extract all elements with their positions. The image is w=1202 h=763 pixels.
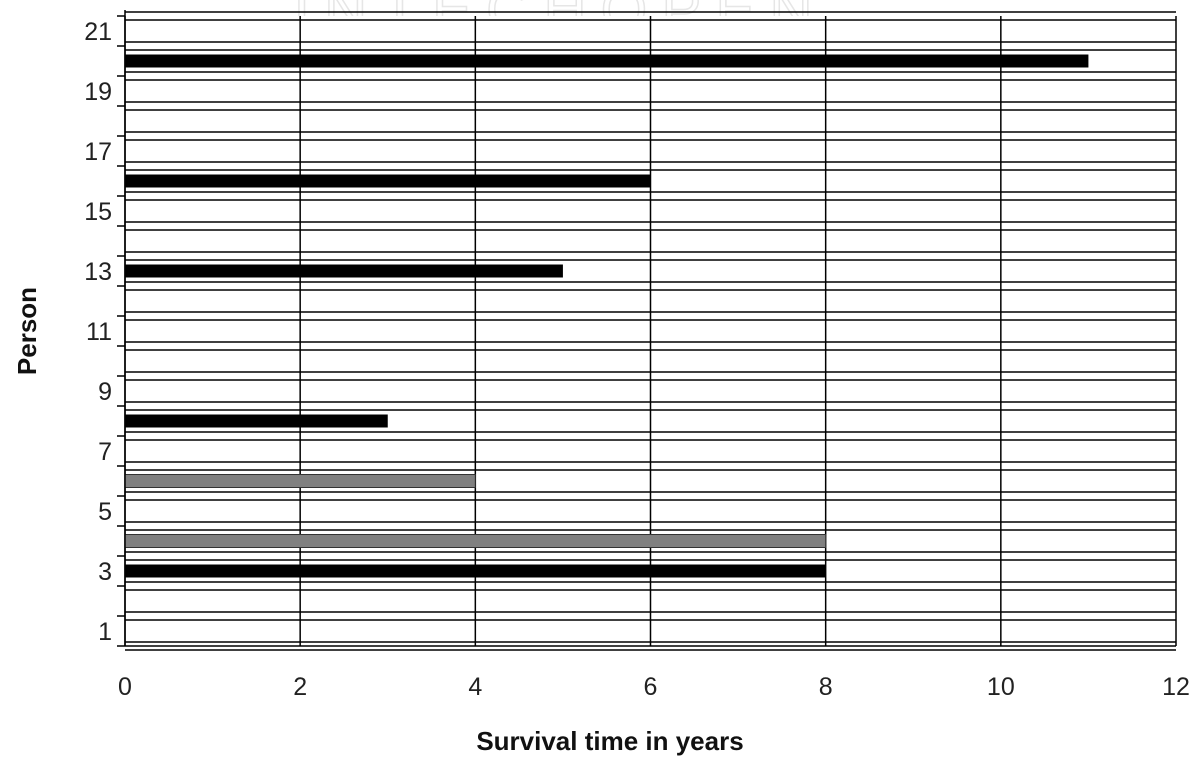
bar-person-8 bbox=[125, 414, 388, 428]
x-axis-title: Survival time in years bbox=[476, 726, 743, 756]
x-tick-labels: 0 2 4 6 8 10 12 bbox=[118, 673, 1190, 701]
x-tick-label: 8 bbox=[819, 673, 833, 701]
axes bbox=[117, 10, 1176, 647]
y-tick-label: 9 bbox=[98, 378, 112, 406]
x-tick-label: 10 bbox=[987, 673, 1015, 701]
y-tick-label: 17 bbox=[84, 138, 112, 166]
y-tick-label: 13 bbox=[84, 258, 112, 286]
y-tick-label: 21 bbox=[84, 18, 112, 46]
grid-lines bbox=[124, 11, 1177, 651]
y-tick-label: 19 bbox=[84, 78, 112, 106]
x-tick-label: 12 bbox=[1162, 673, 1190, 701]
x-tick-label: 0 bbox=[118, 673, 132, 701]
bar-series bbox=[124, 54, 1089, 578]
x-tick-label: 2 bbox=[293, 673, 307, 701]
y-axis-title: Person bbox=[12, 287, 42, 375]
x-tick-label: 4 bbox=[468, 673, 482, 701]
bar-person-4 bbox=[124, 534, 827, 548]
bar-person-16 bbox=[125, 174, 651, 188]
bar-person-20 bbox=[125, 54, 1089, 68]
bar-person-13 bbox=[125, 264, 563, 278]
bar-person-3 bbox=[125, 564, 826, 578]
x-tick-label: 6 bbox=[644, 673, 658, 701]
y-tick-label: 15 bbox=[84, 198, 112, 226]
y-tick-label: 1 bbox=[98, 618, 112, 646]
y-tick-label: 5 bbox=[98, 498, 112, 526]
bar-person-6 bbox=[124, 474, 476, 488]
y-tick-label: 11 bbox=[86, 318, 112, 346]
y-tick-label: 7 bbox=[98, 438, 112, 466]
y-tick-label: 3 bbox=[98, 558, 112, 586]
